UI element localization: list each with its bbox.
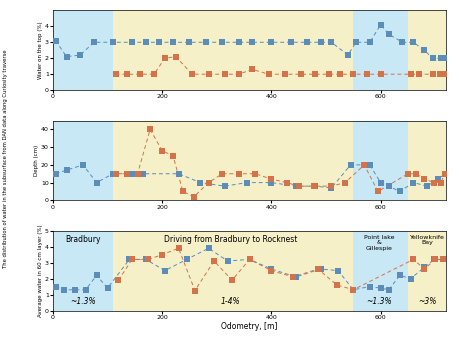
Y-axis label: Average water in 60 cm layer (%): Average water in 60 cm layer (%) [38, 224, 43, 317]
Bar [407, 10, 445, 90]
Bar [353, 10, 407, 90]
Y-axis label: Water on the top (%): Water on the top (%) [38, 21, 43, 79]
Text: Bradbury: Bradbury [65, 235, 101, 244]
Bar [407, 231, 445, 310]
Text: ~1.3%: ~1.3% [70, 297, 95, 306]
Text: Driving from Bradbury to Rocknest: Driving from Bradbury to Rocknest [163, 235, 297, 244]
Text: ~1.3%: ~1.3% [366, 297, 392, 306]
Bar [113, 231, 353, 310]
Bar [53, 231, 113, 310]
Text: ~3%: ~3% [417, 297, 436, 306]
Bar [113, 120, 353, 200]
Y-axis label: Depth (cm): Depth (cm) [34, 145, 39, 176]
Text: 1-4%: 1-4% [220, 297, 240, 306]
Bar [53, 120, 113, 200]
Text: Yellowknife
Bay: Yellowknife Bay [409, 235, 443, 245]
Bar [353, 231, 407, 310]
Bar [353, 120, 407, 200]
Text: The distribution of water in the subsurface from DAN data along Curiosity traver: The distribution of water in the subsurf… [3, 49, 8, 268]
X-axis label: Odometry, [m]: Odometry, [m] [221, 323, 277, 332]
Bar [53, 10, 113, 90]
Bar [407, 120, 445, 200]
Text: Point lake
&
Gillespie: Point lake & Gillespie [364, 235, 394, 251]
Bar [113, 10, 353, 90]
